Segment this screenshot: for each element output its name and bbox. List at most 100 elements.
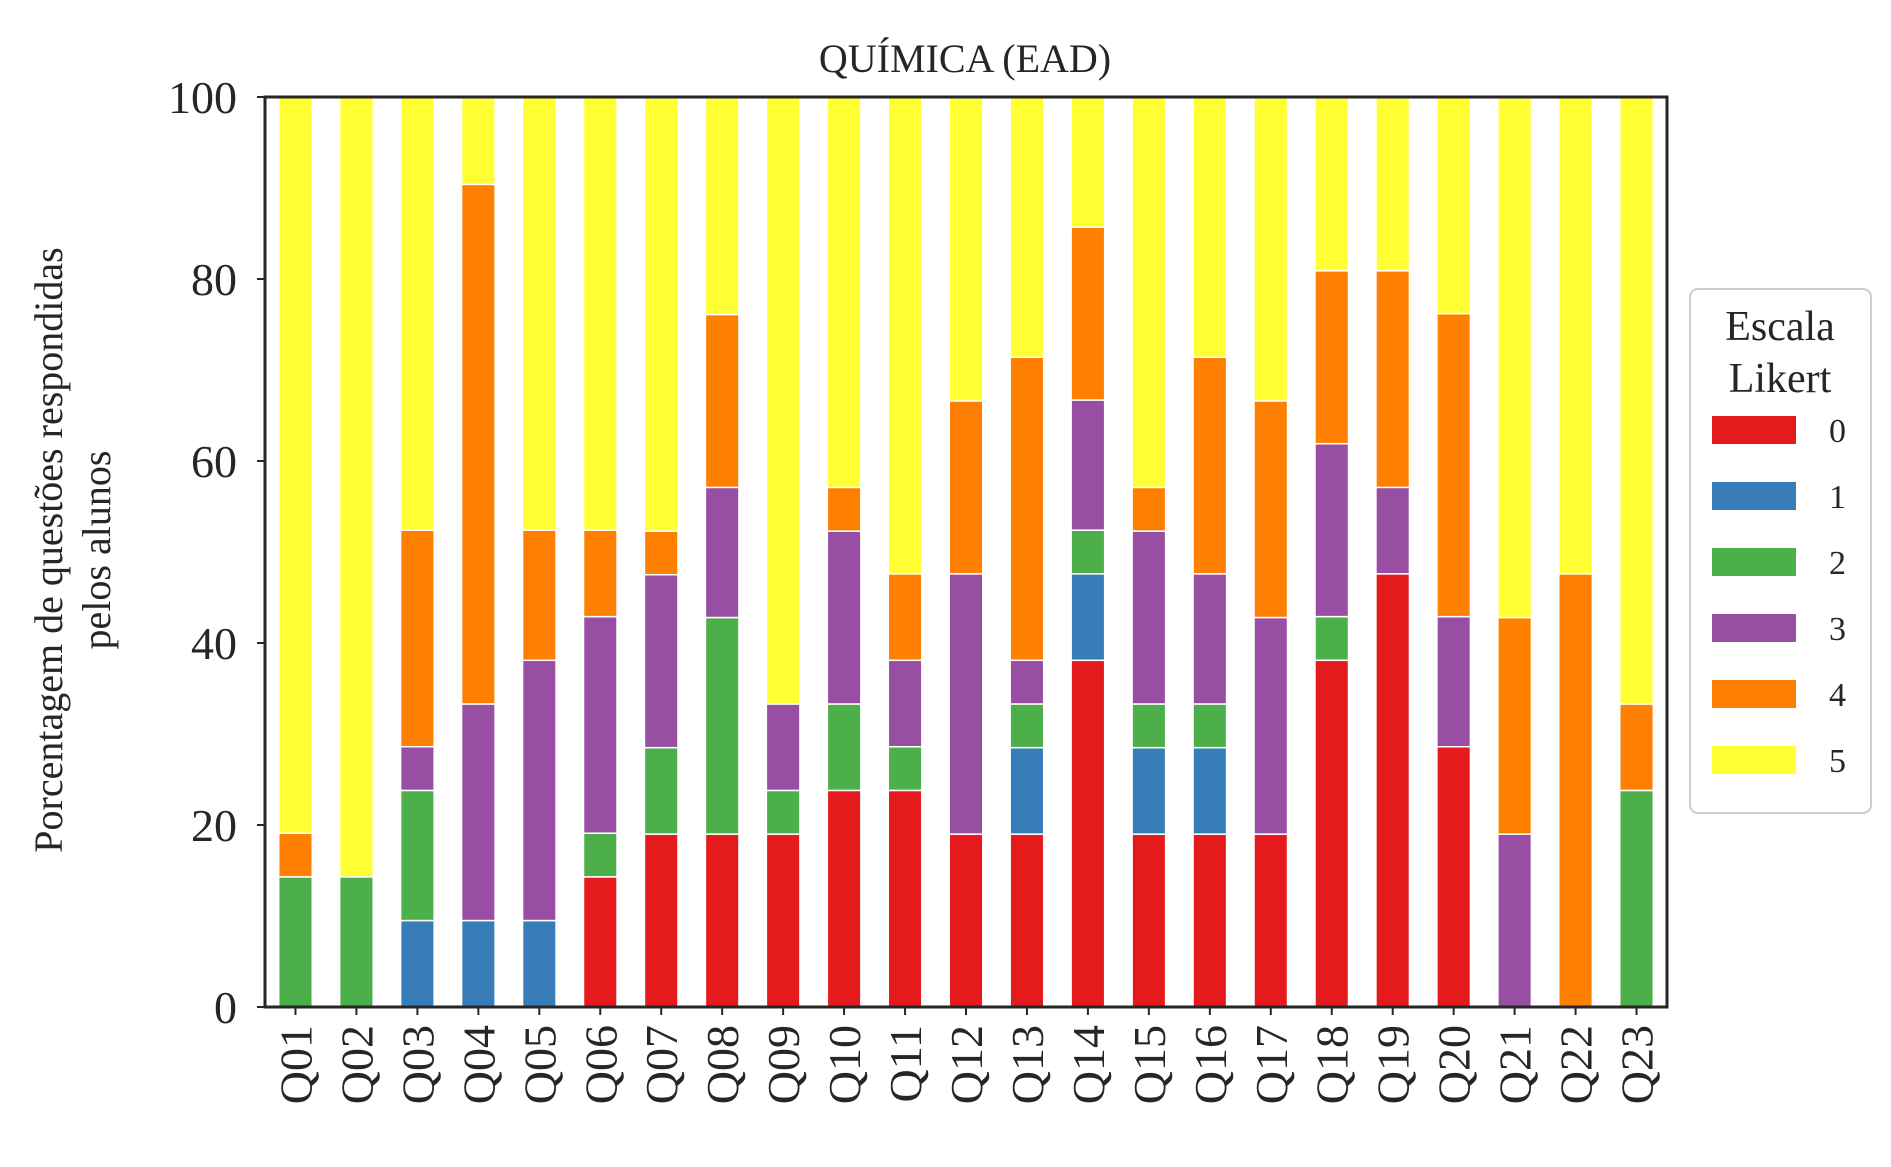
legend-label-4: 4 xyxy=(1829,677,1846,714)
bar-segment-Q18-3 xyxy=(1314,442,1350,618)
x-tick-label: Q17 xyxy=(1246,1025,1297,1104)
x-tick-label: Q05 xyxy=(514,1025,565,1104)
x-tick-label: Q18 xyxy=(1307,1025,1358,1104)
bar-segment-Q14-1 xyxy=(1070,573,1106,662)
y-tick-label: 60 xyxy=(191,436,237,487)
x-tick-label: Q08 xyxy=(697,1025,748,1104)
x-tick-label: Q22 xyxy=(1551,1025,1602,1104)
bar-segment-Q03-1 xyxy=(399,919,435,1008)
bar-segment-Q09-2 xyxy=(765,789,801,835)
x-tick-label: Q21 xyxy=(1490,1025,1541,1104)
bar-segment-Q13-5 xyxy=(1009,96,1045,359)
bar-segment-Q17-3 xyxy=(1253,616,1289,835)
y-axis-label-line-1: Porcentagem de questões respondidas xyxy=(26,247,71,852)
bar-segment-Q13-1 xyxy=(1009,746,1045,835)
bar-segment-Q08-4 xyxy=(704,313,740,489)
bar-segment-Q09-5 xyxy=(765,96,801,705)
bar-segment-Q07-4 xyxy=(643,530,679,576)
bar-segment-Q23-2 xyxy=(1619,789,1655,1008)
bar-segment-Q17-5 xyxy=(1253,97,1289,402)
bar-segment-Q06-3 xyxy=(582,615,618,834)
x-tick-label: Q04 xyxy=(453,1025,504,1104)
legend-swatch-0 xyxy=(1712,416,1796,444)
bar-segment-Q07-0 xyxy=(643,833,679,1008)
bar-segment-Q14-5 xyxy=(1070,96,1106,228)
bar-segment-Q01-2 xyxy=(277,876,313,1008)
bar-segment-Q18-5 xyxy=(1314,97,1350,272)
y-tick-label: 20 xyxy=(191,800,237,851)
x-tick-label: Q13 xyxy=(1002,1025,1053,1104)
bar-segment-Q10-0 xyxy=(826,789,862,1008)
x-tick-label: Q03 xyxy=(392,1025,443,1104)
bar-segment-Q18-0 xyxy=(1314,659,1350,1008)
bar-segment-Q07-2 xyxy=(643,746,679,835)
bar-segment-Q21-3 xyxy=(1497,833,1533,1008)
bar-segment-Q03-3 xyxy=(399,745,435,792)
bar-segment-Q19-3 xyxy=(1375,486,1411,575)
x-axis-ticks: Q01 Q02 Q03 Q04 Q05 Q06 Q07 Q08 Q09 Q10 Q11 Q12 Q13 Q… xyxy=(270,1007,1663,1104)
bar-segment-Q07-5 xyxy=(643,97,679,532)
bar-segment-Q02-5 xyxy=(338,96,374,878)
legend-title-line-2: Likert xyxy=(1729,356,1832,402)
bar-segment-Q09-3 xyxy=(765,703,801,792)
bar-segment-Q16-5 xyxy=(1192,96,1228,359)
bar-segment-Q01-5 xyxy=(277,95,313,834)
bar-segment-Q19-5 xyxy=(1375,97,1411,272)
x-tick-label: Q09 xyxy=(758,1025,809,1104)
bar-segment-Q15-1 xyxy=(1131,746,1167,835)
y-tick-label: 0 xyxy=(214,982,237,1033)
legend-label-2: 2 xyxy=(1829,545,1846,582)
legend-label-3: 3 xyxy=(1829,611,1846,648)
legend-swatch-4 xyxy=(1712,680,1796,708)
bar-segment-Q04-3 xyxy=(460,703,496,922)
bar-segment-Q18-2 xyxy=(1314,615,1350,662)
bar-segment-Q11-2 xyxy=(887,745,923,792)
bar-segment-Q01-4 xyxy=(277,832,313,878)
bar-segment-Q05-1 xyxy=(521,919,557,1008)
bar-segment-Q12-0 xyxy=(948,833,984,1008)
bar-segment-Q11-0 xyxy=(887,789,923,1008)
bar-segment-Q17-0 xyxy=(1253,833,1289,1008)
bar-segment-Q20-4 xyxy=(1436,312,1472,618)
bar-segment-Q05-3 xyxy=(521,659,557,922)
legend-swatch-3 xyxy=(1712,614,1796,642)
bar-segment-Q16-4 xyxy=(1192,356,1228,575)
bar-segment-Q09-0 xyxy=(765,833,801,1008)
bar-segment-Q08-3 xyxy=(704,486,740,619)
bar-segment-Q13-4 xyxy=(1009,356,1045,662)
bar-segment-Q12-3 xyxy=(948,573,984,835)
bar-segment-Q13-3 xyxy=(1009,659,1045,705)
bar-segment-Q06-4 xyxy=(582,529,618,618)
x-tick-label: Q02 xyxy=(331,1025,382,1104)
legend-swatch-2 xyxy=(1712,548,1796,576)
x-tick-label: Q10 xyxy=(819,1025,870,1104)
bar-segment-Q06-5 xyxy=(582,96,618,531)
bar-segment-Q10-2 xyxy=(826,703,862,792)
x-tick-label: Q19 xyxy=(1368,1025,1419,1104)
bar-segment-Q11-3 xyxy=(887,659,923,748)
bar-segment-Q08-5 xyxy=(704,97,740,316)
x-tick-label: Q20 xyxy=(1429,1025,1480,1104)
bar-segment-Q03-5 xyxy=(399,96,435,531)
y-axis-ticks: 0 20 40 60 80 100 xyxy=(168,72,265,1033)
x-tick-label: Q23 xyxy=(1612,1025,1663,1104)
bar-segment-Q20-0 xyxy=(1436,745,1472,1008)
bar-segment-Q21-5 xyxy=(1497,97,1533,619)
legend-items: 0 1 2 3 4 5 xyxy=(1712,413,1846,780)
bar-segment-Q15-2 xyxy=(1131,703,1167,749)
legend-swatch-5 xyxy=(1712,746,1796,774)
bar-segment-Q08-0 xyxy=(704,833,740,1008)
chart-title: QUÍMICA (EAD) xyxy=(819,36,1111,81)
x-tick-label: Q14 xyxy=(1063,1025,1114,1104)
bar-segment-Q02-2 xyxy=(338,876,374,1008)
bar-segment-Q19-4 xyxy=(1375,270,1411,489)
bar-segment-Q22-4 xyxy=(1558,573,1594,1008)
bar-segment-Q23-5 xyxy=(1619,96,1655,705)
y-tick-label: 40 xyxy=(191,618,237,669)
bar-segment-Q03-2 xyxy=(399,789,435,922)
bar-segment-Q07-3 xyxy=(643,574,679,749)
bar-segment-Q05-4 xyxy=(521,529,557,662)
y-axis-label: Porcentagem de questões respondidas pelo… xyxy=(26,247,119,852)
bar-segment-Q12-4 xyxy=(948,400,984,575)
bar-segment-Q13-0 xyxy=(1009,833,1045,1008)
